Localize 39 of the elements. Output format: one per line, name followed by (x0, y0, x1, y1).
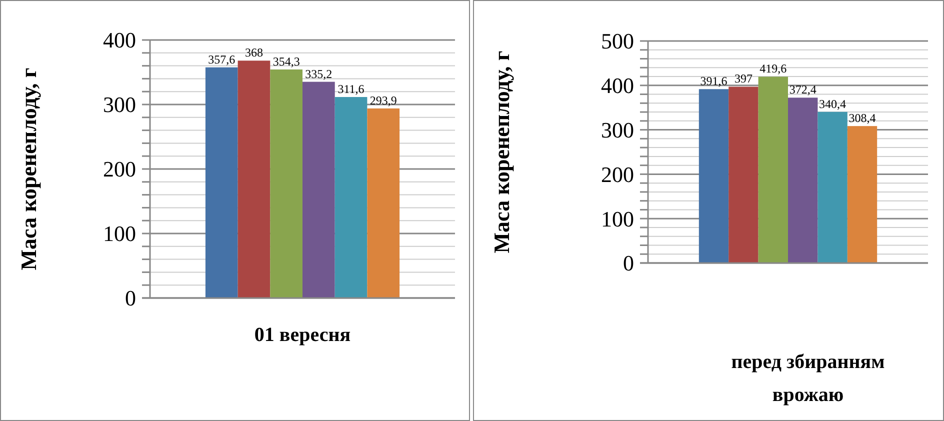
y-tick-label: 300 (601, 118, 634, 142)
y-axis-title: Маса коренеплоду, г (16, 68, 41, 270)
data-label: 391,6 (700, 74, 728, 88)
x-axis-title: перед збиранням врожаю (731, 351, 885, 406)
data-label: 354,3 (272, 54, 300, 68)
y-tick-label: 100 (601, 206, 634, 232)
y-axis-title: Маса коренеплоду, г (489, 50, 514, 254)
data-label: 335,2 (305, 66, 332, 81)
y-tick-label: 200 (103, 156, 136, 182)
data-label: 368 (244, 46, 263, 60)
bar (728, 86, 758, 263)
bar (205, 67, 238, 298)
y-tick-label: 200 (601, 162, 634, 187)
data-label: 419,6 (760, 62, 787, 76)
bar (758, 76, 788, 263)
bar (847, 126, 878, 263)
bar (818, 112, 848, 263)
data-label: 311,6 (338, 82, 364, 96)
bar (302, 82, 335, 298)
bar (788, 98, 818, 263)
data-label: 340,4 (819, 96, 846, 111)
bar (367, 108, 400, 298)
y-tick-label: 100 (103, 221, 136, 246)
data-label: 357,6 (208, 52, 236, 66)
bar (270, 69, 302, 298)
y-tick-label: 0 (125, 286, 136, 311)
bar (238, 60, 270, 298)
data-label: 397 (734, 72, 752, 86)
data-label: 372,4 (789, 82, 816, 97)
bar (334, 97, 368, 298)
y-tick-label: 300 (103, 92, 136, 118)
y-tick-label: 500 (601, 28, 634, 54)
y-tick-label: 400 (601, 73, 634, 98)
data-label: 308,4 (848, 111, 876, 126)
bar (698, 89, 729, 263)
data-label: 293,9 (370, 93, 397, 108)
x-axis-title: 01 вересня (254, 324, 351, 346)
y-tick-label: 400 (103, 28, 136, 53)
y-tick-label: 0 (623, 250, 634, 276)
